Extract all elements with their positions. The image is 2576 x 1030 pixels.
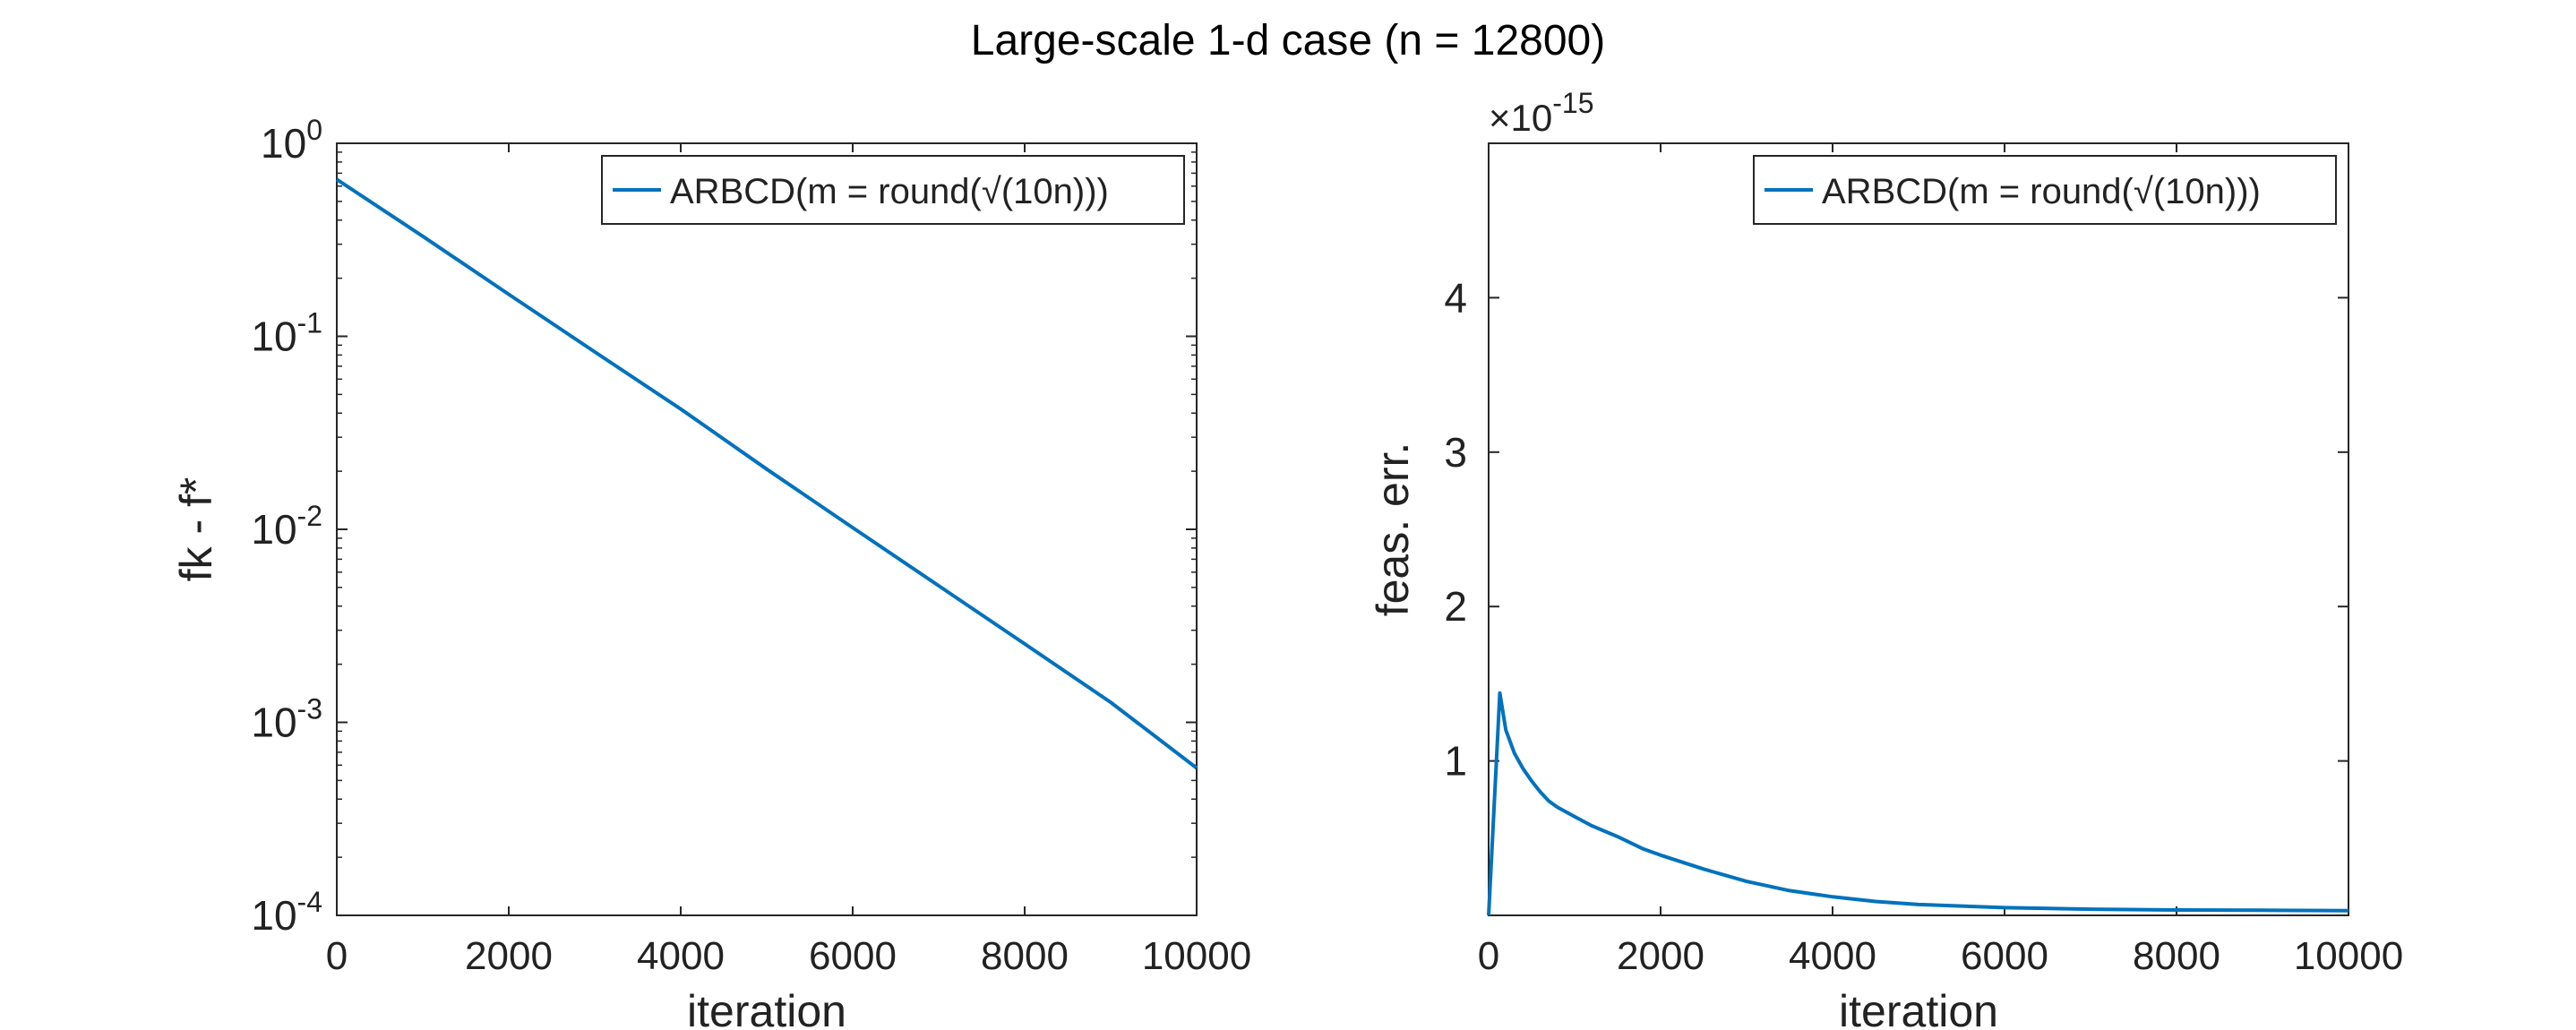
- x-tick-label: 0: [1478, 934, 1499, 978]
- y-tick-label: 10-4: [251, 886, 322, 939]
- axes-box: [336, 142, 1198, 916]
- x-axis-label: iteration: [1839, 986, 1998, 1030]
- x-tick-label: 8000: [2133, 934, 2220, 978]
- legend-box: [1753, 155, 2337, 225]
- y-tick-label: 4: [1444, 274, 1467, 321]
- x-tick-label: 10000: [2294, 934, 2403, 978]
- y-exponent-label: ×10-15: [1489, 87, 1594, 139]
- x-tick-label: 6000: [809, 934, 897, 978]
- x-tick-label: 4000: [637, 934, 725, 978]
- axes-box: [1488, 142, 2349, 916]
- x-tick-label: 8000: [981, 934, 1069, 978]
- figure-title: Large-scale 1-d case (n = 12800): [970, 17, 1606, 64]
- y-tick-label: 2: [1444, 583, 1467, 630]
- y-tick-label: 100: [261, 114, 322, 167]
- chart-2: 0 2000 4000 6000 8000 10000 1 2 3 4 ×10-15 iteratio…: [1368, 87, 2403, 1030]
- chart-1: 0 2000 4000 6000 8000 10000 10-4 10-3 10-2 10-1 10…: [171, 114, 1251, 1030]
- x-tick-label: 0: [326, 934, 348, 978]
- series-line-1: [335, 177, 1198, 770]
- y-axis-label: fk - f*: [171, 477, 221, 582]
- x-tick-label: 10000: [1142, 934, 1251, 978]
- y-tick-label: 10-3: [251, 693, 322, 746]
- x-tick-label: 2000: [1617, 934, 1704, 978]
- y-tick-label: 3: [1444, 429, 1467, 476]
- y-tick-label: 10-2: [251, 500, 322, 553]
- legend-label: ARBCD(m = round(√(10n))): [670, 172, 1109, 211]
- legend-box: [601, 155, 1185, 225]
- y-axis-label: feas. err.: [1368, 442, 1418, 617]
- y-tick-label: 10-1: [251, 307, 322, 360]
- x-axis-label: iteration: [687, 986, 846, 1030]
- series-line-1: [1487, 691, 2349, 916]
- legend-label: ARBCD(m = round(√(10n))): [1822, 172, 2261, 211]
- x-tick-label: 6000: [1961, 934, 2048, 978]
- x-tick-label: 2000: [465, 934, 553, 978]
- x-tick-label: 4000: [1789, 934, 1876, 978]
- y-tick-label: 1: [1444, 738, 1467, 785]
